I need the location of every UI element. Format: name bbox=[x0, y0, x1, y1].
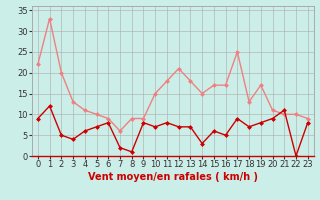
X-axis label: Vent moyen/en rafales ( km/h ): Vent moyen/en rafales ( km/h ) bbox=[88, 172, 258, 182]
